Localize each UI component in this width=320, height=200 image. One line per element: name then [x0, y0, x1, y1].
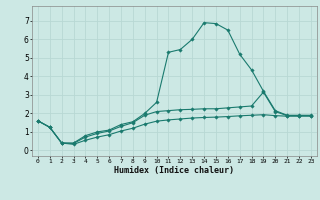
X-axis label: Humidex (Indice chaleur): Humidex (Indice chaleur)	[115, 166, 234, 175]
